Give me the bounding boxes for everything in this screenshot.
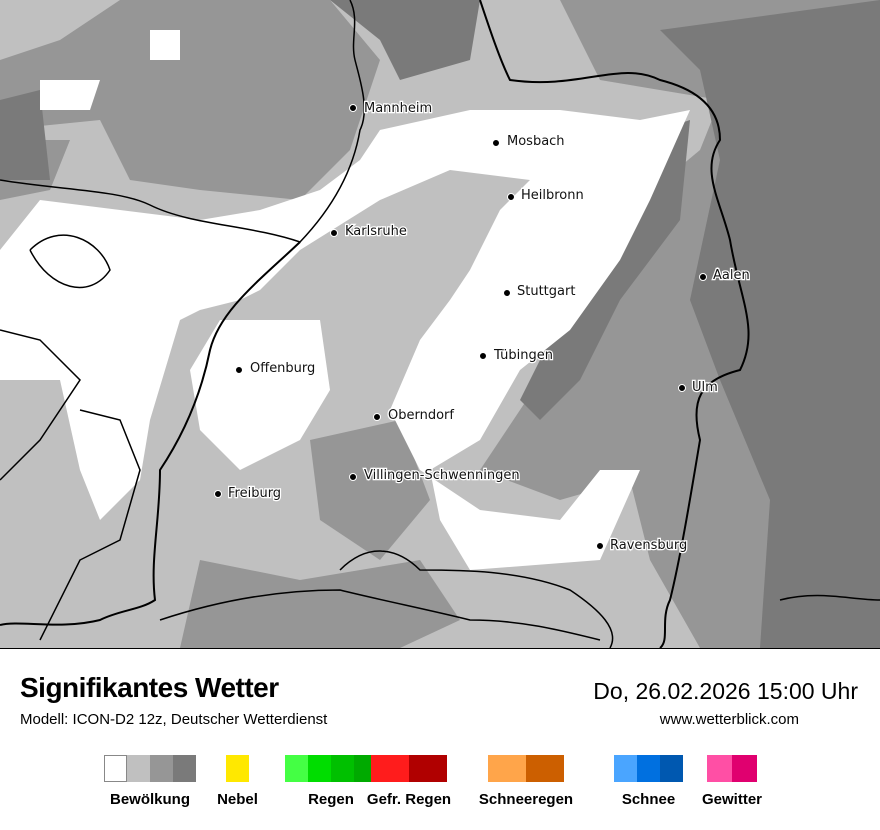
city-aalen: Aalen bbox=[699, 267, 751, 284]
legend-label: Nebel bbox=[217, 791, 258, 808]
legend-swatch bbox=[707, 755, 732, 782]
legend-swatch bbox=[104, 755, 127, 782]
legend-swatch bbox=[285, 755, 308, 782]
legend-swatches bbox=[371, 755, 447, 782]
svg-text:Villingen-Schwenningen: Villingen-Schwenningen bbox=[364, 468, 520, 483]
svg-text:Aalen: Aalen bbox=[713, 268, 750, 283]
legend-label: Bewölkung bbox=[109, 791, 191, 808]
legend-swatch bbox=[614, 755, 637, 782]
city-offenburg: Offenburg bbox=[235, 360, 317, 377]
svg-text:Mosbach: Mosbach bbox=[507, 134, 565, 149]
model-info: Modell: ICON-D2 12z, Deutscher Wetterdie… bbox=[20, 711, 328, 728]
legend-swatch bbox=[331, 755, 354, 782]
svg-text:Tübingen: Tübingen bbox=[493, 348, 553, 363]
city-mosbach: Mosbach bbox=[492, 133, 566, 150]
legend-swatch bbox=[660, 755, 683, 782]
city-freiburg: Freiburg bbox=[214, 485, 282, 502]
forecast-datetime: Do, 26.02.2026 15:00 Uhr bbox=[593, 678, 858, 704]
legend-swatch bbox=[226, 755, 249, 782]
legend-swatch bbox=[637, 755, 660, 782]
city-villingen-schwenningen: Villingen-Schwenningen bbox=[349, 467, 521, 484]
svg-text:Ravensburg: Ravensburg bbox=[610, 538, 687, 553]
svg-text:Stuttgart: Stuttgart bbox=[517, 284, 575, 299]
svg-text:Heilbronn: Heilbronn bbox=[521, 188, 584, 203]
legend-swatch bbox=[371, 755, 409, 782]
legend-swatch bbox=[488, 755, 526, 782]
legend-swatch bbox=[308, 755, 331, 782]
legend-swatches bbox=[104, 755, 196, 782]
legend-swatches bbox=[488, 755, 564, 782]
city-stuttgart: Stuttgart bbox=[503, 283, 577, 300]
city-ulm: Ulm bbox=[678, 379, 719, 396]
legend: Bewölkung Nebel Regen Gefr. Regen Schneerege… bbox=[0, 755, 880, 815]
legend-swatches bbox=[707, 755, 757, 782]
svg-text:Ulm: Ulm bbox=[692, 380, 718, 395]
legend-swatches bbox=[285, 755, 377, 782]
city-markers: Mannheim Mosbach Heilbronn Karlsruhe Aal… bbox=[214, 100, 751, 554]
city-oberndorf: Oberndorf bbox=[373, 407, 456, 424]
legend-label: Gefr. Regen bbox=[366, 791, 452, 808]
legend-label: Schneeregen bbox=[478, 791, 574, 808]
legend-swatch bbox=[150, 755, 173, 782]
legend-swatches bbox=[226, 755, 249, 782]
svg-text:Offenburg: Offenburg bbox=[250, 361, 315, 376]
page-title: Signifikantes Wetter bbox=[20, 672, 279, 703]
svg-text:Karlsruhe: Karlsruhe bbox=[345, 224, 407, 239]
legend-swatch bbox=[173, 755, 196, 782]
borders bbox=[0, 0, 880, 648]
website-link: www.wetterblick.com bbox=[659, 711, 799, 728]
city-ravensburg: Ravensburg bbox=[596, 537, 689, 554]
weather-map: Mannheim Mosbach Heilbronn Karlsruhe Aal… bbox=[0, 0, 880, 649]
legend-label: Schnee bbox=[621, 791, 676, 808]
svg-text:Oberndorf: Oberndorf bbox=[388, 408, 454, 423]
city-mannheim: Mannheim bbox=[349, 100, 433, 117]
svg-text:Freiburg: Freiburg bbox=[228, 486, 281, 501]
city-tuebingen: Tübingen bbox=[479, 347, 554, 364]
legend-swatches bbox=[614, 755, 683, 782]
legend-swatch bbox=[732, 755, 757, 782]
legend-label: Gewitter bbox=[701, 791, 763, 808]
svg-text:Mannheim: Mannheim bbox=[364, 101, 432, 116]
city-heilbronn: Heilbronn bbox=[507, 187, 585, 204]
legend-swatch bbox=[526, 755, 564, 782]
legend-label: Regen bbox=[308, 791, 354, 808]
legend-swatch bbox=[409, 755, 447, 782]
legend-swatch bbox=[127, 755, 150, 782]
cloud-clear bbox=[0, 30, 690, 570]
city-karlsruhe: Karlsruhe bbox=[330, 223, 408, 240]
